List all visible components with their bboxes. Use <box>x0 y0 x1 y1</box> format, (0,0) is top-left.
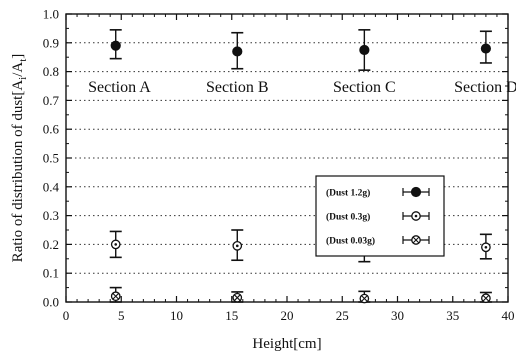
axis-ticks: 0.0 0.1 0.2 0.3 0.4 0.5 0.6 0.7 0.8 0.9 1.0 0 5 10 15 2… <box>43 7 515 324</box>
x-tick-label: 5 <box>118 308 125 323</box>
y-tick-label: 0.9 <box>43 35 59 50</box>
y-tick-label: 0.1 <box>43 266 59 281</box>
data-point <box>481 242 491 253</box>
legend-label: (Dust 0.3g) <box>326 212 370 223</box>
y-tick-label: 0.2 <box>43 237 59 252</box>
legend-marker <box>410 186 422 198</box>
y-tick-label: 0.6 <box>43 122 60 137</box>
y-tick-label: 0.0 <box>43 295 59 310</box>
section-label: Section C <box>333 79 396 96</box>
data-point <box>481 293 491 304</box>
data-point <box>232 292 243 303</box>
data-point <box>359 293 370 304</box>
data-point <box>110 239 121 250</box>
data-point <box>232 46 243 57</box>
x-tick-label: 30 <box>391 308 404 323</box>
data-series <box>109 29 492 304</box>
y-axis-label: Ratio of distribution of dust[Ai/At] <box>10 54 29 263</box>
data-point <box>110 40 121 51</box>
x-tick-label: 35 <box>446 308 459 323</box>
y-tick-label: 1.0 <box>43 7 59 22</box>
series-3 <box>109 286 492 304</box>
x-tick-label: 25 <box>336 308 349 323</box>
section-label: Section A <box>88 79 151 96</box>
section-labels: Section A Section B Section C Section D <box>88 79 516 96</box>
data-point <box>480 43 491 54</box>
section-label: Section B <box>206 79 269 96</box>
y-tick-label: 0.5 <box>43 151 59 166</box>
data-point <box>359 44 370 56</box>
grid-lines <box>66 42 508 274</box>
y-tick-label: 0.3 <box>43 208 59 223</box>
x-tick-label: 40 <box>502 308 515 323</box>
legend: (Dust 1.2g) (Dust 0.3g) (Dust 0.03g) <box>315 175 445 257</box>
x-tick-label: 10 <box>170 308 183 323</box>
x-tick-label: 15 <box>225 308 238 323</box>
legend-label: (Dust 0.03g) <box>326 236 375 247</box>
y-tick-label: 0.4 <box>43 179 60 194</box>
series-1 <box>109 29 492 71</box>
x-tick-label: 20 <box>281 308 294 323</box>
legend-marker <box>411 235 421 245</box>
legend-label: (Dust 1.2g) <box>326 188 370 199</box>
y-tick-label: 0.8 <box>43 64 59 79</box>
data-point <box>110 291 121 302</box>
x-tick-label: 0 <box>63 308 70 323</box>
section-label: Section D <box>454 79 516 96</box>
legend-marker <box>411 211 421 221</box>
y-tick-label: 0.7 <box>43 93 60 108</box>
data-point <box>232 240 243 251</box>
x-axis-label: Height[cm] <box>252 336 321 352</box>
